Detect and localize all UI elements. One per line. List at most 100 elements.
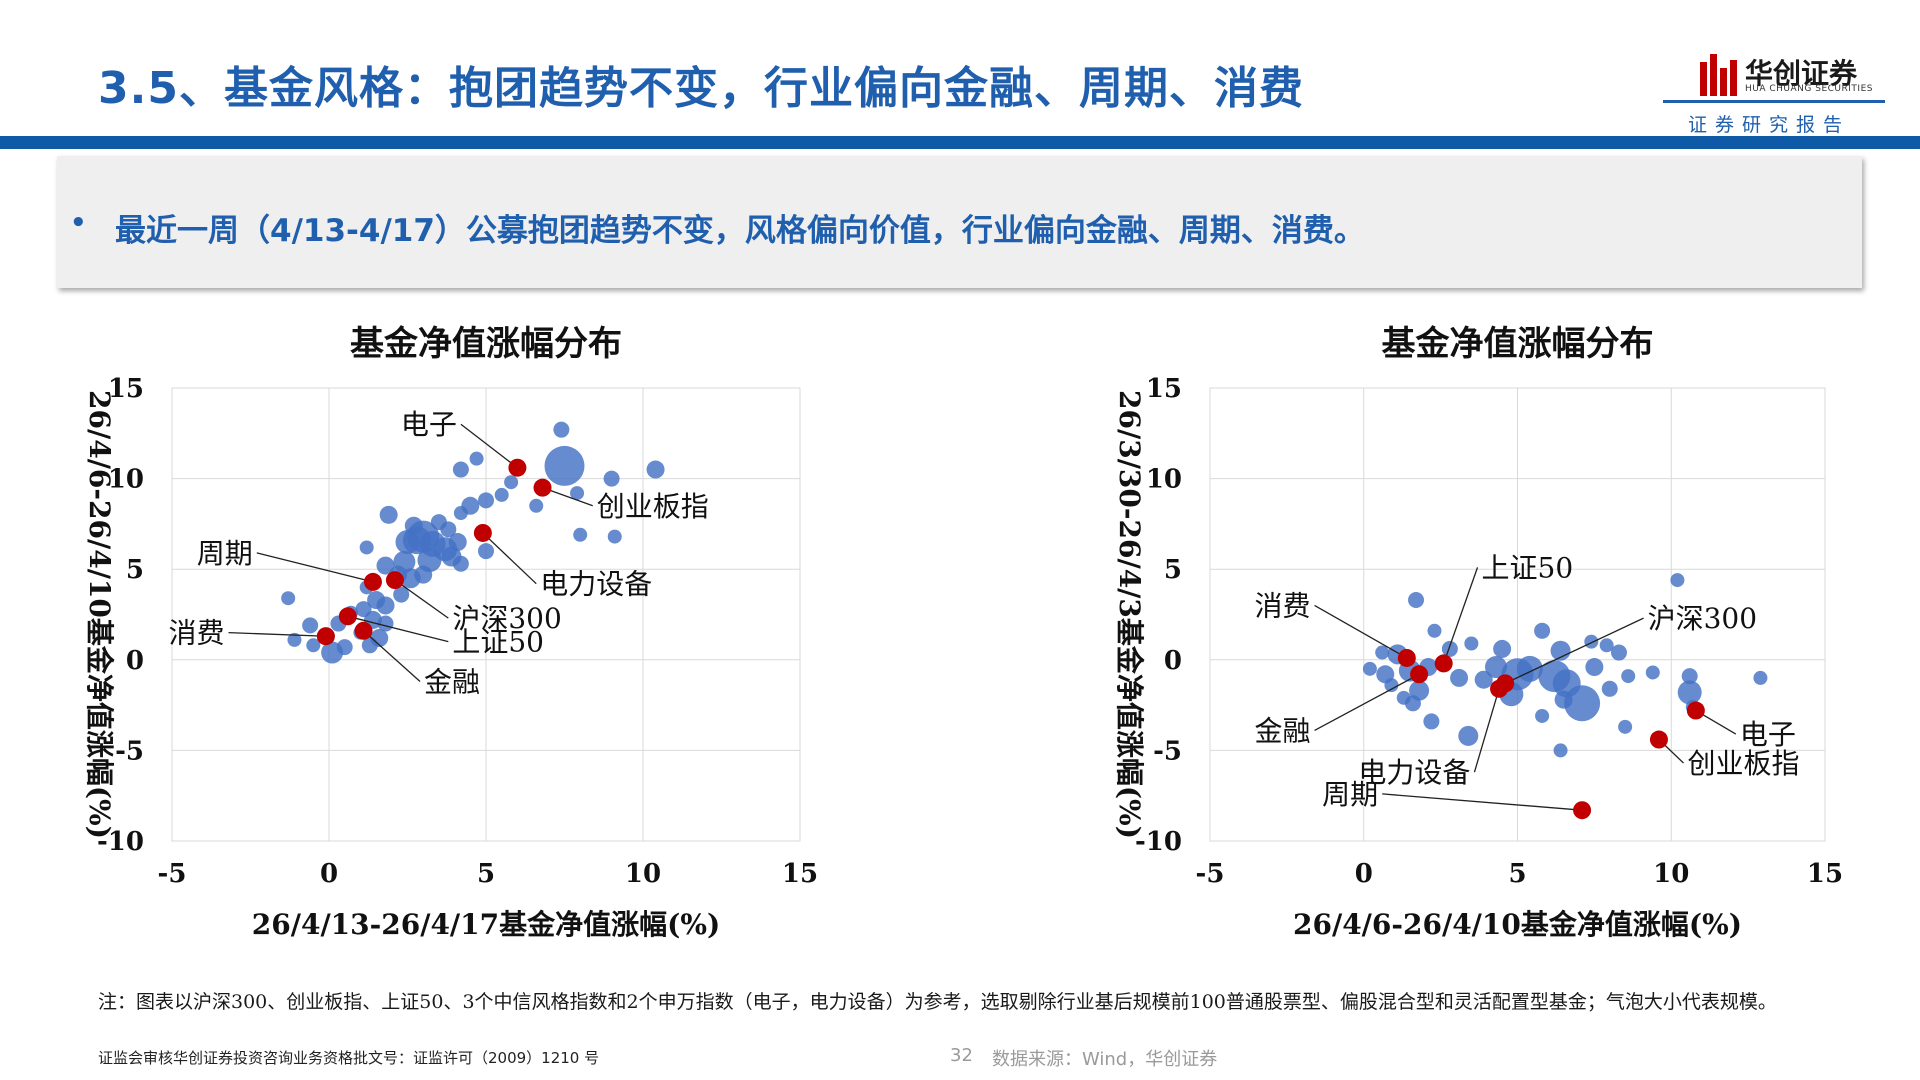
fund-bubble xyxy=(1427,623,1442,638)
fund-bubble xyxy=(529,498,544,513)
fund-bubble xyxy=(494,487,509,502)
fund-bubble xyxy=(1404,695,1421,712)
logo-subtitle: HUA CHUANG SECURITIES xyxy=(1745,84,1873,94)
fund-bubble xyxy=(452,461,469,478)
fund-bubble xyxy=(570,486,585,501)
fund-bubble xyxy=(336,639,353,656)
fund-bubble xyxy=(1441,640,1458,657)
leader-line xyxy=(482,532,537,585)
leader-line xyxy=(363,630,421,683)
fund-bubble xyxy=(376,556,395,575)
x-tick-label: 10 xyxy=(1653,859,1689,889)
fund-bubble xyxy=(1610,644,1627,661)
fund-bubble xyxy=(1601,680,1618,697)
fund-bubble xyxy=(1384,678,1399,693)
y-tick-label: 10 xyxy=(1146,465,1182,495)
y-axis-label: 26/3/30-26/4/3基金净值涨幅(%) xyxy=(1113,390,1146,839)
fund-bubble xyxy=(1450,668,1469,687)
chart-title: 基金净值涨幅分布 xyxy=(350,324,622,364)
fund-bubble xyxy=(281,591,296,606)
fund-bubble xyxy=(302,617,319,634)
fund-bubble xyxy=(573,527,588,542)
highlight-label: 沪深300 xyxy=(452,602,561,635)
highlight-point xyxy=(533,478,552,497)
x-tick-label: 5 xyxy=(1508,859,1526,889)
highlight-label: 电子 xyxy=(401,408,457,441)
leader-line xyxy=(1314,673,1420,732)
y-tick-label: 5 xyxy=(126,555,144,585)
logo-divider xyxy=(1663,100,1885,103)
data-source: 数据来源：Wind，华创证券 xyxy=(992,1049,1218,1070)
highlight-point xyxy=(363,572,382,591)
highlight-label: 电力设备 xyxy=(1358,756,1470,789)
fund-bubble xyxy=(453,506,468,521)
fund-bubble xyxy=(1458,725,1479,746)
highlight-point xyxy=(1490,679,1509,698)
summary-box xyxy=(57,156,1862,288)
chart-title: 基金净值涨幅分布 xyxy=(1382,324,1654,364)
fund-bubble xyxy=(1584,634,1599,649)
y-tick-label: 0 xyxy=(126,646,144,676)
y-tick-label: 0 xyxy=(1164,646,1182,676)
highlight-point xyxy=(1397,648,1416,667)
highlight-point xyxy=(508,458,527,477)
fund-bubble xyxy=(544,445,585,486)
fund-bubble xyxy=(1538,660,1571,693)
fund-bubble xyxy=(379,505,398,524)
fund-bubble xyxy=(1618,719,1633,734)
fund-bubble xyxy=(1534,622,1551,639)
fund-bubble xyxy=(1599,638,1614,653)
y-axis-label: 26/4/6-26/4/10基金净值涨幅(%) xyxy=(83,390,116,839)
scatter-chart-left: -5 0 5 10 15 15 10 5 0 -5 -10 基金净值涨幅分布 26/4/13-26/4/… xyxy=(83,324,818,941)
x-tick-label: -5 xyxy=(158,859,187,889)
y-tick-label: 15 xyxy=(108,374,144,404)
fund-bubble xyxy=(1408,592,1425,609)
y-tick-label: 15 xyxy=(1146,374,1182,404)
highlight-label: 金融 xyxy=(424,666,480,699)
highlight-label: 电子 xyxy=(1740,718,1796,751)
x-tick-label: 0 xyxy=(1355,859,1373,889)
highlight-label: 金融 xyxy=(1255,714,1311,747)
fund-bubble xyxy=(553,421,570,438)
fund-bubble xyxy=(1681,668,1698,685)
highlight-label: 创业板指 xyxy=(597,490,709,523)
fund-bubble xyxy=(1554,690,1573,709)
header-divider-bar xyxy=(0,136,1920,149)
report-tag: 证券研究报告 xyxy=(1688,114,1851,136)
highlight-point xyxy=(338,607,357,626)
fund-bubble xyxy=(306,638,321,653)
fund-bubble xyxy=(414,565,433,584)
fund-bubble xyxy=(603,470,620,487)
highlight-point xyxy=(1573,801,1592,820)
fund-bubble xyxy=(504,475,519,490)
fund-bubble xyxy=(1484,656,1507,679)
leader-line xyxy=(228,631,326,637)
fund-bubble xyxy=(1550,640,1571,661)
summary-text: 最近一周（4/13-4/17）公募抱团趋势不变，风格偏向价值，行业偏向金融、周期… xyxy=(115,213,1365,249)
highlight-point xyxy=(473,523,492,542)
fund-bubble xyxy=(1753,670,1768,685)
y-tick-label: -10 xyxy=(1135,827,1182,857)
x-axis-label: 26/4/13-26/4/17基金净值涨幅(%) xyxy=(252,908,720,941)
fund-bubble xyxy=(1585,658,1604,677)
fund-bubble xyxy=(478,543,494,560)
page-number: 32 xyxy=(950,1045,973,1066)
x-tick-label: 0 xyxy=(320,859,338,889)
highlight-label: 创业板指 xyxy=(1688,747,1800,780)
fund-bubble xyxy=(1375,645,1390,660)
fund-bubble xyxy=(1621,669,1636,684)
highlight-point xyxy=(1434,654,1453,673)
x-tick-label: 10 xyxy=(625,859,661,889)
fund-bubble xyxy=(478,492,494,509)
fund-bubble xyxy=(1670,573,1685,588)
y-tick-label: -5 xyxy=(115,736,144,766)
x-tick-label: 5 xyxy=(477,859,495,889)
highlight-label: 消费 xyxy=(1255,589,1311,622)
leader-line xyxy=(1504,617,1644,684)
fund-bubble xyxy=(1493,639,1512,658)
logo-name: 华创证券 xyxy=(1745,57,1858,90)
fund-bubble xyxy=(1535,708,1550,723)
leader-line xyxy=(1443,567,1479,664)
highlight-label: 电力设备 xyxy=(540,568,652,601)
x-tick-label: -5 xyxy=(1196,859,1225,889)
